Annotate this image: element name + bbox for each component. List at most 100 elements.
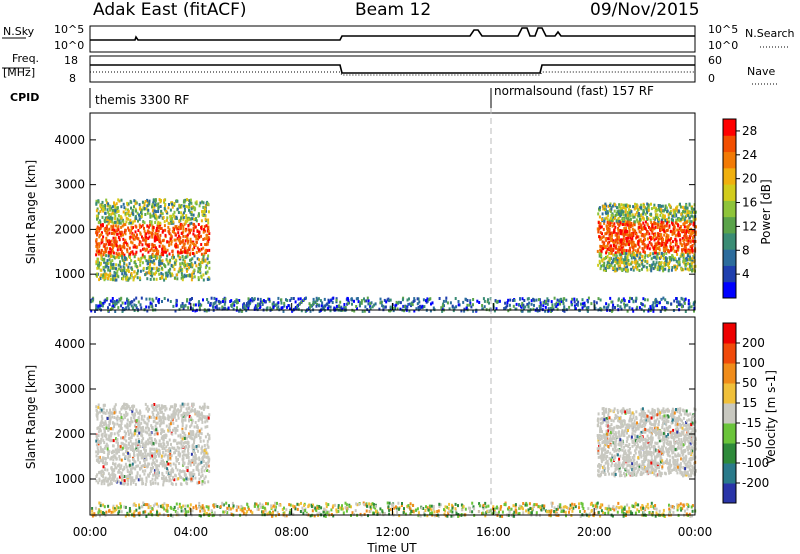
echo-cell [685,237,688,241]
echo-cell [320,304,323,308]
echo-cell [151,447,153,451]
echo-cell [183,436,186,440]
echo-cell [184,453,187,457]
echo-cell [137,437,140,441]
echo-cell [155,421,158,425]
echo-cell [544,305,547,309]
echo-cell [99,300,101,304]
echo-cell [683,225,686,229]
echo-cell [147,244,150,248]
echo-cell [194,225,197,229]
echo-cell [127,474,130,478]
echo-cell [190,258,193,262]
echo-cell [654,217,656,221]
echo-cell [236,299,239,303]
echo-cell [656,226,659,229]
echo-cell [99,422,102,426]
echo-cell [627,252,630,256]
echo-cell [174,258,177,262]
echo-cell [99,307,101,311]
echo-cell [168,479,171,483]
echo-cell [643,250,646,254]
echo-cell [183,402,186,406]
echo-cell [506,301,509,305]
colorbar-tick-label: 12 [742,219,757,233]
echo-cell [617,248,620,251]
echo-cell [134,209,137,213]
echo-cell [635,259,638,263]
echo-cell [177,270,180,274]
echo-cell [105,198,108,202]
echo-cell [646,237,649,241]
echo-cell [181,427,184,431]
echo-cell [677,218,680,222]
echo-cell [601,232,603,236]
echo-cell [161,212,164,216]
echo-cell [103,269,106,273]
echo-cell [107,429,110,432]
echo-cell [121,245,124,249]
echo-cell [179,264,182,268]
echo-cell [174,451,176,455]
echo-cell [144,200,147,203]
echo-cell [530,302,533,306]
echo-cell [168,252,171,256]
echo-cell [641,227,644,231]
echo-cell [112,236,115,240]
echo-cell [144,248,147,252]
echo-cell [139,461,141,465]
echo-cell [455,305,458,309]
echo-cell [126,297,129,301]
echo-cell [521,303,523,307]
echo-cell [683,219,686,223]
echo-cell [121,252,124,255]
echo-cell [179,469,181,473]
echo-cell [660,220,663,224]
echo-cell [598,206,601,210]
echo-cell [96,417,99,421]
echo-cell [177,234,180,238]
echo-cell [189,240,192,244]
echo-cell [158,464,160,468]
echo-cell [657,223,660,227]
echo-cell [695,225,697,229]
echo-cell [101,459,104,463]
echo-cell [593,300,596,304]
echo-cell [182,411,185,415]
echo-cell [665,245,668,249]
echo-cell [182,469,184,473]
echo-cell [162,437,165,441]
echo-cell [624,303,627,307]
echo-cell [115,263,118,267]
echo-cell [108,436,111,440]
echo-cell [630,262,633,266]
echo-cell [103,482,106,486]
echo-cell [163,224,166,228]
echo-cell [114,448,117,452]
echo-cell [126,248,129,252]
echo-cell [203,228,205,232]
echo-cell [105,263,108,267]
echo-cell [636,305,639,309]
echo-cell [108,477,111,481]
echo-cell [621,217,624,220]
echo-cell [147,250,150,254]
echo-cell [189,463,192,467]
echo-cell [197,434,200,437]
echo-cell [245,309,248,313]
echo-cell [172,413,175,417]
echo-cell [662,214,664,218]
echo-cell [181,450,184,454]
echo-cell [111,300,114,304]
echo-cell [207,480,210,484]
echo-cell [175,418,178,422]
echo-cell [139,263,142,267]
echo-cell [98,229,101,233]
echo-cell [521,309,524,313]
echo-cell [104,468,107,472]
echo-cell [208,470,211,473]
echo-cell [167,298,169,302]
echo-cell [624,255,627,259]
echo-cell [163,220,166,224]
